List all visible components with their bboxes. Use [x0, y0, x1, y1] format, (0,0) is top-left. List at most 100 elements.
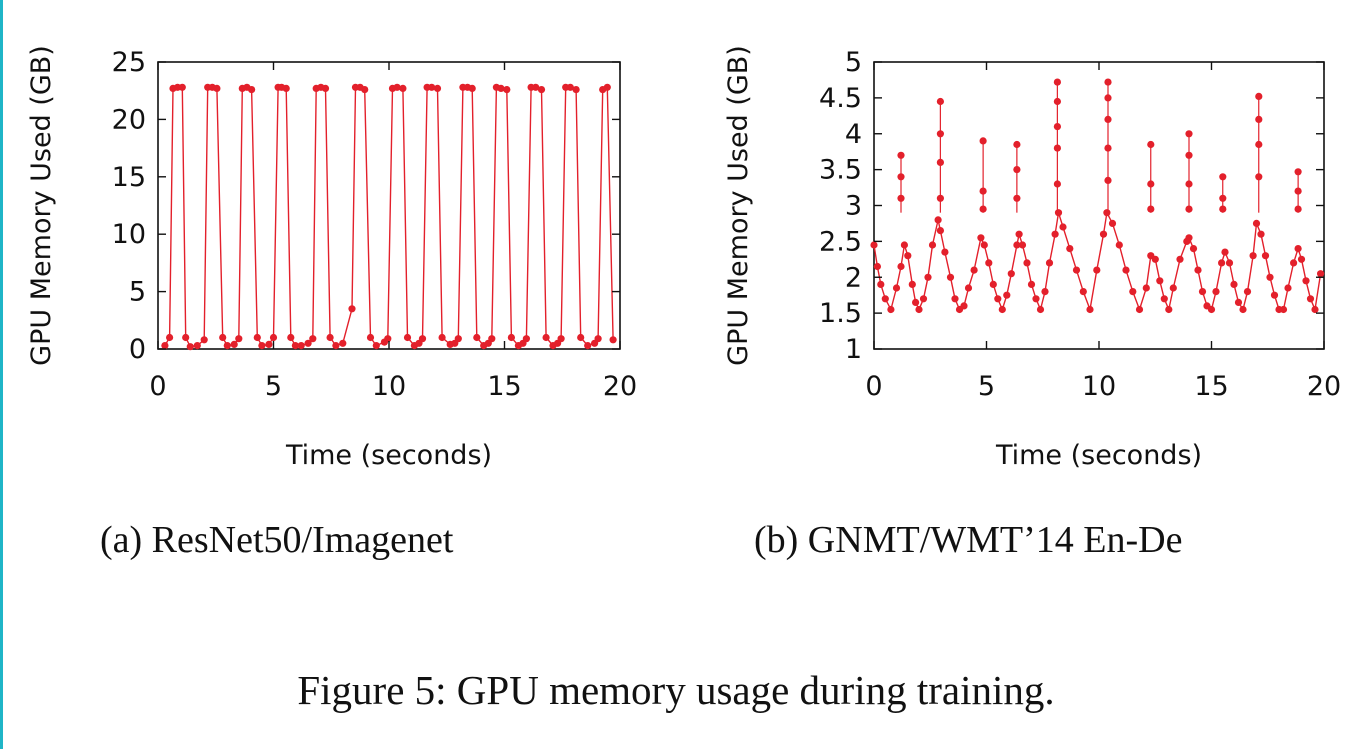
data-point: [941, 248, 949, 256]
data-point: [1104, 176, 1112, 184]
data-point: [321, 84, 330, 92]
data-point: [1194, 266, 1202, 274]
left-accent-bar: [0, 0, 3, 749]
data-point: [166, 333, 174, 342]
data-point: [1252, 219, 1261, 227]
data-point: [1032, 295, 1040, 303]
data-point: [253, 333, 261, 342]
data-point: [1297, 255, 1306, 263]
data-point: [1104, 115, 1112, 123]
data-point: [1059, 223, 1067, 231]
data-point: [1053, 123, 1061, 131]
data-point: [522, 335, 531, 343]
data-point: [1015, 230, 1023, 238]
data-point: [1219, 173, 1227, 181]
data-point: [892, 284, 901, 292]
data-point: [1115, 241, 1123, 249]
data-point: [269, 333, 278, 342]
data-point: [366, 333, 375, 342]
data-point: [994, 295, 1002, 303]
data-point: [1311, 305, 1319, 314]
data-point: [178, 83, 186, 91]
data-point: [1185, 151, 1193, 159]
data-point: [297, 342, 305, 350]
data-point: [532, 83, 540, 91]
data-point: [1306, 295, 1315, 303]
data-point: [1007, 270, 1015, 278]
data-point: [603, 83, 611, 91]
data-point: [1218, 259, 1226, 267]
subcaption-a: (a) ResNet50/Imagenet: [100, 519, 454, 561]
data-point: [213, 84, 221, 92]
data-point: [291, 342, 299, 350]
data-point: [1013, 140, 1021, 149]
data-point: [248, 86, 256, 94]
x-tick-label: 20: [1307, 371, 1341, 402]
data-point: [537, 86, 546, 94]
data-point: [223, 342, 231, 350]
y-tick-label: 3.5: [819, 155, 862, 186]
data-point: [594, 335, 602, 343]
data-point: [964, 284, 973, 292]
data-point: [1176, 255, 1184, 263]
data-point: [1018, 241, 1027, 249]
data-point: [908, 280, 916, 288]
subcaption-b: (b) GNMT/WMT’14 En-De: [754, 519, 1183, 561]
data-point: [870, 241, 878, 249]
data-point: [1266, 273, 1274, 281]
data-point: [1066, 245, 1074, 253]
data-point: [1255, 140, 1263, 149]
data-point: [488, 335, 496, 343]
data-point: [1053, 180, 1061, 188]
x-tick-label: 0: [865, 371, 882, 402]
data-point: [1189, 245, 1198, 253]
data-point: [919, 295, 928, 303]
series-layer-a: [161, 83, 617, 351]
y-tick-label: 15: [112, 162, 146, 193]
data-point: [361, 86, 369, 94]
data-point: [428, 83, 436, 91]
data-point: [934, 216, 942, 224]
data-point: [1023, 259, 1031, 267]
data-point: [915, 305, 923, 314]
data-point: [970, 266, 978, 274]
data-point: [339, 339, 347, 347]
data-point: [977, 234, 985, 242]
data-point: [900, 241, 909, 249]
data-point: [979, 187, 987, 195]
data-point: [1003, 291, 1011, 299]
data-point: [372, 342, 380, 350]
data-point: [1284, 284, 1292, 292]
data-point: [1230, 280, 1238, 288]
data-point: [1165, 305, 1173, 314]
series-layer-b: [870, 78, 1325, 314]
x-tick-label: 5: [978, 371, 995, 402]
series-0: [161, 83, 617, 351]
data-point: [1302, 277, 1310, 285]
y-tick-label: 25: [112, 47, 146, 78]
x-tick-label: 15: [487, 371, 521, 402]
data-point: [1294, 168, 1302, 176]
plot-frame-b: [873, 61, 1325, 350]
y-tick-label: 20: [112, 104, 146, 135]
data-point: [979, 205, 987, 213]
data-point: [566, 83, 574, 91]
x-axis-label-b: Time (seconds): [995, 440, 1202, 471]
data-point: [1279, 305, 1288, 314]
data-point: [951, 295, 959, 303]
data-point: [985, 259, 993, 267]
data-point: [928, 241, 937, 249]
data-point: [1294, 187, 1302, 195]
data-point: [1160, 295, 1168, 303]
data-point: [1036, 305, 1045, 314]
data-point: [980, 241, 988, 249]
data-point: [1104, 78, 1112, 86]
data-point: [1072, 266, 1081, 274]
data-point: [1185, 180, 1193, 188]
data-point: [507, 333, 515, 342]
data-point: [572, 86, 580, 94]
data-point: [1225, 259, 1234, 267]
data-point: [1108, 219, 1117, 227]
data-point: [1013, 166, 1021, 174]
series-0: [870, 209, 1325, 314]
